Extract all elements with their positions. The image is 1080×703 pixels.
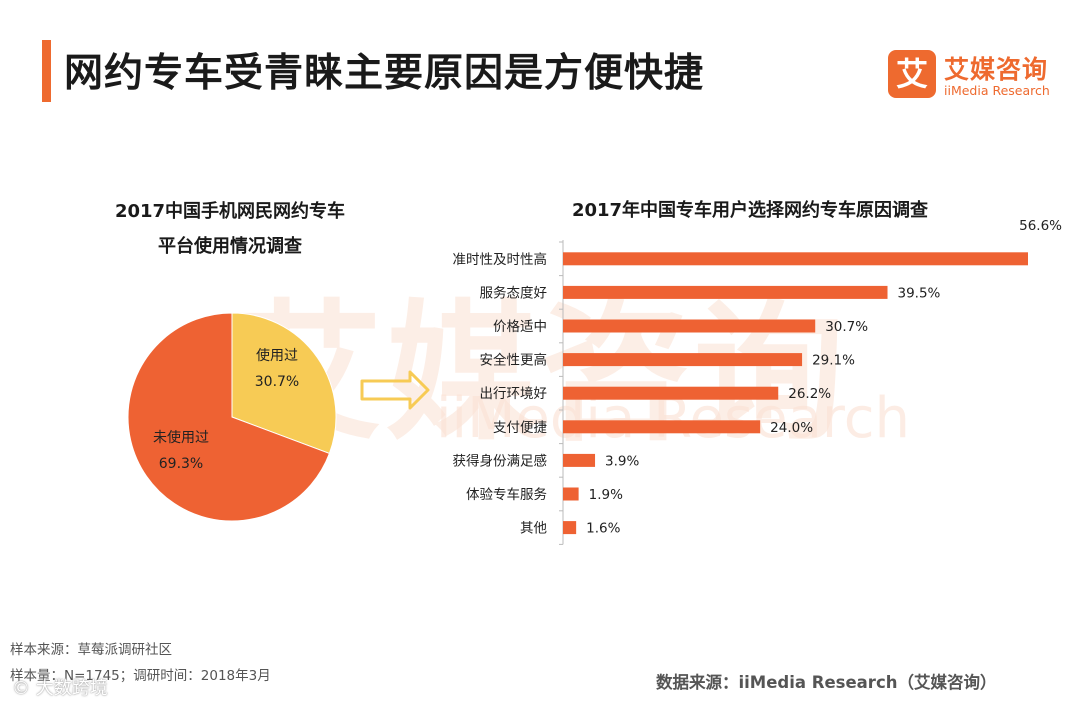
pie-slice-value-0: 30.7% bbox=[255, 374, 299, 390]
sample-size: 样本量：N=1745；调研时间：2018年3月 bbox=[10, 668, 271, 684]
bar-value-label-0: 56.6% bbox=[1019, 218, 1062, 234]
pie-slice-label-1: 未使用过 bbox=[153, 429, 209, 446]
bar-chart: 准时性及时性高 56.6% 服务态度好 39.5% 价格适中 30.7% 安全性更高 29.1… bbox=[453, 218, 1062, 545]
logo-glyph: 艾 bbox=[888, 50, 936, 98]
page-title: 网约专车受青睐主要原因是方便快捷 bbox=[64, 51, 705, 96]
bar-category-label-3: 安全性更高 bbox=[480, 352, 548, 369]
bar-value-label-2: 30.7% bbox=[825, 319, 868, 335]
bar-category-label-7: 体验专车服务 bbox=[466, 486, 547, 503]
pie-chart: 使用过 30.7% 未使用过 69.3% bbox=[127, 312, 337, 522]
bar-value-label-4: 26.2% bbox=[788, 386, 831, 402]
bar-6 bbox=[563, 453, 596, 467]
title-accent-bar bbox=[42, 40, 51, 102]
pie-slice-label-0: 使用过 bbox=[256, 347, 298, 364]
pie-slice-value-1: 69.3% bbox=[159, 456, 203, 472]
sample-source: 样本来源：草莓派调研社区 bbox=[10, 642, 172, 658]
bar-category-label-4: 出行环境好 bbox=[480, 386, 548, 402]
bar-3 bbox=[563, 353, 803, 367]
pie-title-line2: 平台使用情况调查 bbox=[158, 236, 302, 257]
logo-name-cn: 艾媒咨询 bbox=[944, 55, 1049, 84]
brand-logo: 艾 艾媒咨询 iiMedia Research bbox=[888, 50, 1068, 102]
bar-category-label-8: 其他 bbox=[520, 521, 547, 537]
bar-category-label-2: 价格适中 bbox=[493, 319, 547, 335]
pie-slice-1 bbox=[127, 312, 331, 522]
bar-value-label-3: 29.1% bbox=[812, 353, 855, 369]
pie-slice-0 bbox=[231, 312, 337, 455]
logo-name-en: iiMedia Research bbox=[944, 83, 1050, 98]
pie-title-line1: 2017中国手机网民网约专车 bbox=[114, 201, 346, 222]
bar-2 bbox=[563, 319, 816, 333]
bar-chart-title: 2017年中国专车用户选择网约专车原因调查 bbox=[571, 200, 929, 221]
bar-8 bbox=[563, 521, 577, 535]
bar-7 bbox=[563, 487, 579, 501]
bar-value-label-1: 39.5% bbox=[898, 285, 941, 301]
bar-value-label-6: 3.9% bbox=[605, 453, 639, 469]
bar-value-label-7: 1.9% bbox=[589, 487, 623, 503]
data-source: 数据来源：iiMedia Research（艾媒咨询） bbox=[656, 673, 997, 692]
corner-watermark: © 大数跨境 bbox=[12, 678, 108, 699]
bar-value-label-8: 1.6% bbox=[586, 521, 620, 537]
bar-4 bbox=[563, 386, 779, 400]
bar-category-label-0: 准时性及时性高 bbox=[453, 251, 548, 268]
bar-category-label-5: 支付便捷 bbox=[493, 420, 547, 436]
bar-category-label-6: 获得身份满足感 bbox=[453, 452, 548, 469]
bar-0 bbox=[563, 252, 1028, 266]
arrow-icon bbox=[360, 370, 430, 410]
bar-5 bbox=[563, 420, 761, 434]
bar-value-label-5: 24.0% bbox=[770, 420, 813, 436]
bar-category-label-1: 服务态度好 bbox=[480, 285, 548, 301]
bar-1 bbox=[563, 285, 888, 299]
